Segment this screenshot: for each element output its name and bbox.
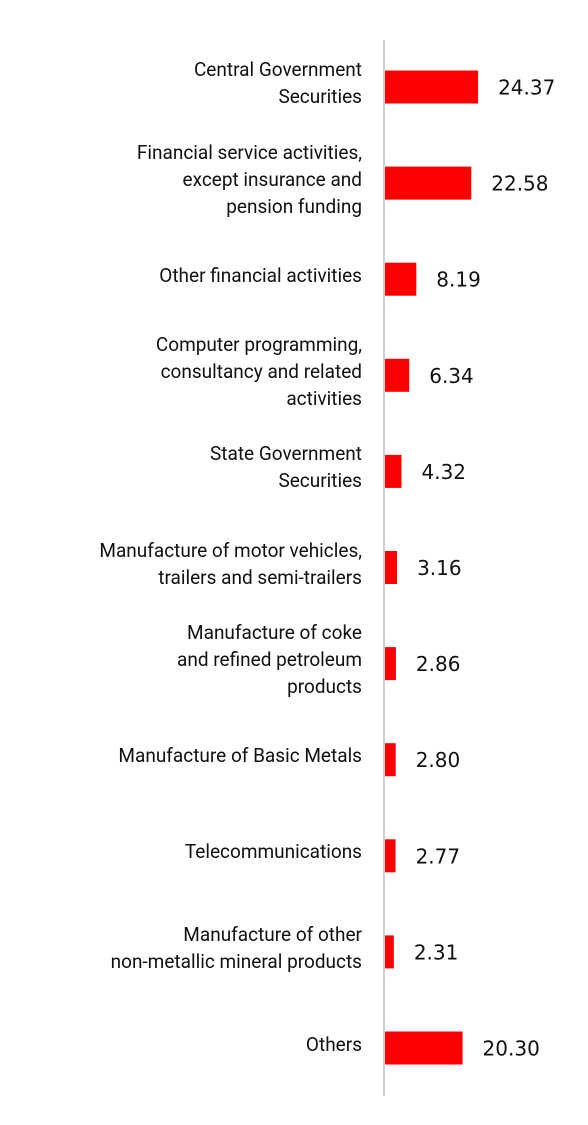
category-label: Other financial activities <box>159 263 362 287</box>
bar <box>385 70 479 104</box>
value-label: 3.16 <box>417 556 462 580</box>
value-label: 8.19 <box>436 268 481 292</box>
category-label: State Government Securities <box>209 442 362 493</box>
value-label: 24.37 <box>498 76 555 100</box>
bar <box>385 262 417 296</box>
value-label: 4.32 <box>422 460 467 484</box>
value-label: 2.31 <box>414 940 459 964</box>
value-label: 2.80 <box>416 748 461 772</box>
category-label: Manufacture of other non-metallic minera… <box>110 922 362 973</box>
bar <box>385 454 402 488</box>
value-label: 6.34 <box>429 364 474 388</box>
bar <box>385 551 398 584</box>
bar <box>385 743 396 777</box>
category-label: Financial service activities, except ins… <box>136 140 362 218</box>
value-label: 22.58 <box>491 172 548 196</box>
category-label: Manufacture of coke and refined petroleu… <box>177 621 362 699</box>
value-label: 2.86 <box>416 652 461 676</box>
bar <box>385 166 472 200</box>
bar <box>385 358 410 392</box>
category-label: Computer programming, consultancy and re… <box>155 332 362 410</box>
category-label: Central Government Securities <box>193 58 362 108</box>
bar <box>385 1031 463 1065</box>
value-label: 20.30 <box>483 1037 540 1061</box>
category-label: Others <box>305 1032 362 1056</box>
value-label: 2.77 <box>416 844 461 868</box>
category-label: Manufacture of motor vehicles, trailers … <box>99 538 362 589</box>
bar <box>385 839 396 873</box>
bar <box>385 647 396 681</box>
category-label: Manufacture of Basic Metals <box>118 744 362 768</box>
category-label: Telecommunications <box>184 840 362 864</box>
bar <box>385 935 394 969</box>
